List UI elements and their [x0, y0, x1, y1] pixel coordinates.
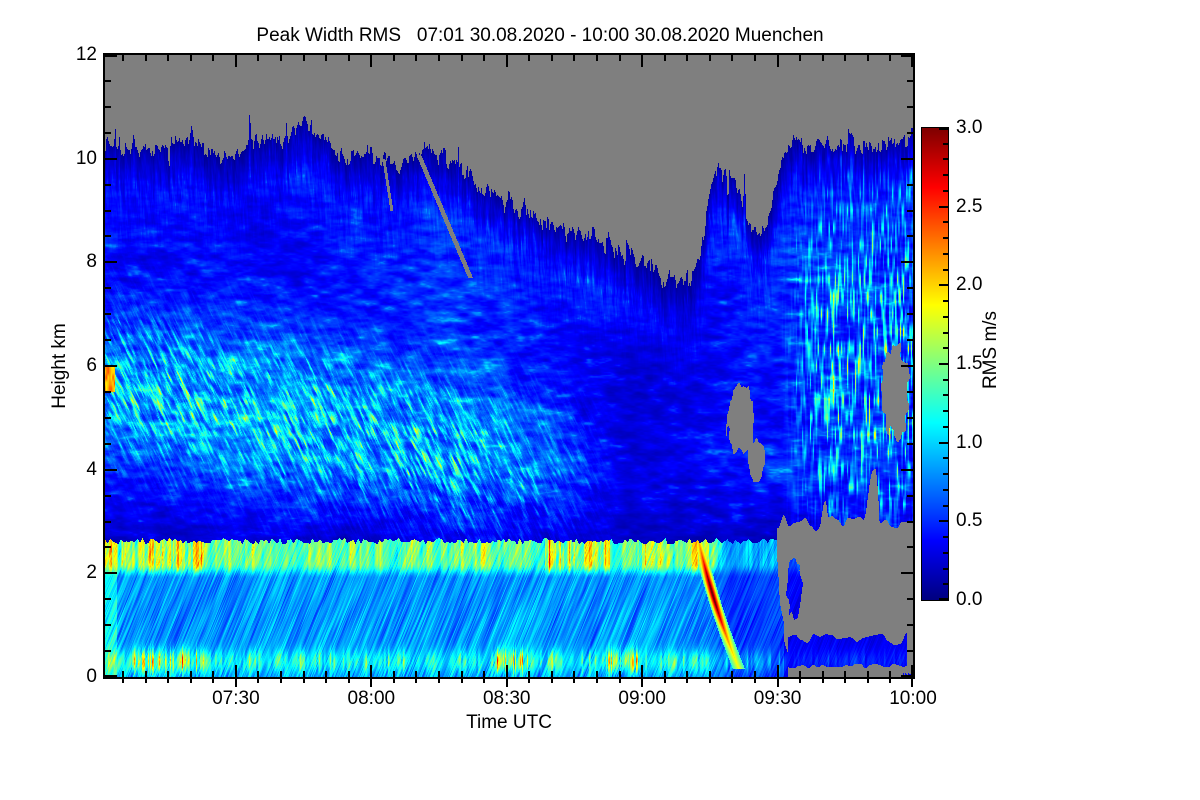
- x-minor-tick: [325, 679, 327, 683]
- chart-title: Peak Width RMS 07:01 30.08.2020 - 10:00 …: [256, 25, 824, 46]
- x-minor-tick: [438, 679, 440, 683]
- x-minor-tick: [461, 679, 463, 683]
- colorbar-tick-label: 2.5: [956, 195, 983, 217]
- colorbar-title: RMS m/s: [980, 310, 1001, 390]
- heatmap-canvas: [105, 55, 913, 677]
- x-tick-label: 09:00: [618, 688, 666, 709]
- y-tick-label: 4: [86, 458, 97, 480]
- x-minor-tick: [686, 679, 688, 683]
- x-major-tick: [777, 679, 779, 687]
- x-major-tick: [911, 679, 913, 687]
- y-tick-label: 0: [86, 666, 97, 687]
- x-minor-tick: [596, 679, 598, 683]
- x-minor-tick: [483, 679, 485, 683]
- x-minor-tick: [867, 679, 869, 683]
- x-tick-label: 07:30: [212, 688, 260, 709]
- colorbar-tick-label: 3.0: [956, 117, 983, 138]
- x-minor-tick: [619, 679, 621, 683]
- colorbar-canvas: [922, 128, 948, 600]
- x-minor-tick: [844, 679, 846, 683]
- x-minor-tick: [257, 679, 259, 683]
- x-tick-label: 09:30: [753, 688, 802, 709]
- x-tick-label: 08:30: [482, 688, 531, 709]
- colorbar-frame: [921, 127, 949, 601]
- x-minor-tick: [167, 679, 169, 683]
- x-major-tick: [370, 679, 372, 687]
- y-tick-label: 12: [75, 44, 97, 65]
- y-tick-label: 6: [86, 355, 97, 376]
- x-axis-title: Time UTC: [466, 712, 552, 733]
- x-minor-tick: [122, 679, 124, 683]
- x-major-tick: [235, 679, 237, 687]
- y-tick-label: 10: [75, 147, 97, 169]
- x-tick-label: 10:00: [889, 688, 937, 709]
- plot-frame: [103, 53, 915, 687]
- x-minor-tick: [551, 679, 553, 683]
- x-minor-tick: [212, 679, 214, 683]
- colorbar-tick-label: 2.0: [956, 274, 983, 296]
- x-minor-tick: [348, 679, 350, 683]
- x-tick-label: 08:00: [347, 688, 396, 709]
- x-minor-tick: [303, 679, 305, 683]
- x-minor-tick: [822, 679, 824, 683]
- x-minor-tick: [415, 679, 417, 683]
- x-minor-tick: [664, 679, 666, 683]
- colorbar-tick-label: 0.0: [956, 589, 983, 610]
- x-minor-tick: [393, 679, 395, 683]
- colorbar-tick-label: 0.5: [956, 510, 983, 532]
- x-minor-tick: [528, 679, 530, 683]
- x-minor-tick: [889, 679, 891, 683]
- colorbar-tick-label: 1.0: [956, 431, 983, 453]
- x-minor-tick: [145, 679, 147, 683]
- colorbar-tick-label: 1.5: [956, 353, 983, 374]
- x-minor-tick: [799, 679, 801, 683]
- x-minor-tick: [709, 679, 711, 683]
- x-major-tick: [506, 679, 508, 687]
- x-minor-tick: [573, 679, 575, 683]
- x-minor-tick: [731, 679, 733, 683]
- x-minor-tick: [754, 679, 756, 683]
- x-major-tick: [641, 679, 643, 687]
- y-tick-label: 8: [86, 251, 97, 273]
- x-minor-tick: [190, 679, 192, 683]
- x-minor-tick: [280, 679, 282, 683]
- y-tick-label: 2: [86, 562, 97, 584]
